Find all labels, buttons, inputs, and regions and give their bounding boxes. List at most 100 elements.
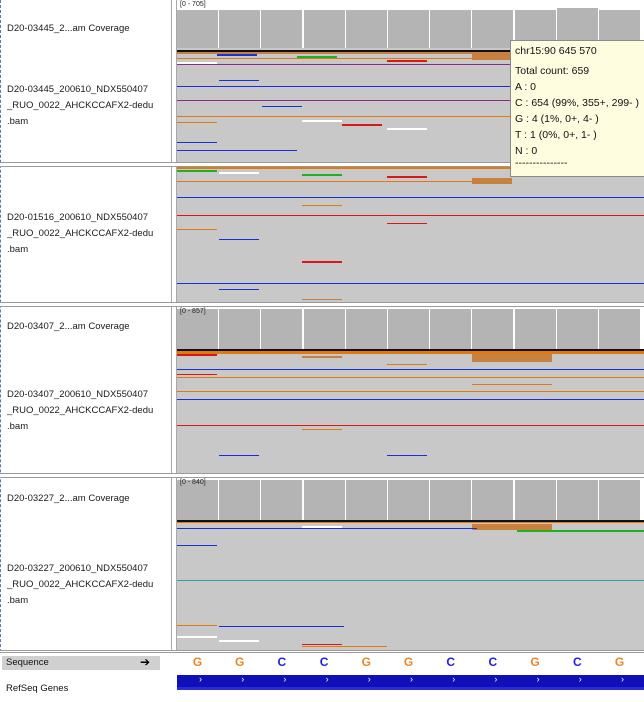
read-mismatch — [177, 50, 644, 52]
coverage-bar — [345, 480, 388, 520]
read-mismatch — [302, 120, 342, 122]
read-mismatch — [219, 172, 259, 174]
coverage-bar — [514, 480, 557, 520]
sequence-label-box[interactable] — [2, 656, 160, 670]
read-mismatch — [177, 283, 644, 284]
coverage-bar — [219, 309, 262, 349]
coverage-bar — [599, 480, 641, 520]
chevron-right-icon: › — [283, 674, 287, 684]
coverage-bar — [430, 309, 473, 349]
read-mismatch — [177, 215, 644, 216]
tooltip-divider: --------------- — [515, 157, 568, 169]
gene-feature-lower[interactable] — [177, 687, 644, 690]
tooltip-position: chr15:90 645 570 — [515, 45, 597, 57]
arrow-right-icon[interactable]: ➔ — [140, 655, 151, 669]
panel-separator[interactable] — [0, 650, 644, 653]
bam-track-label-line2: _RUO_0022_AHCKCCAFX2-dedu — [7, 228, 154, 239]
tooltip-g-count: G : 4 (1%, 0+, 4- ) — [515, 113, 599, 125]
read-mismatch — [177, 167, 644, 169]
coverage-range-label: [0 - 705] — [180, 1, 206, 8]
coverage-bar — [599, 309, 641, 349]
coverage-bar — [219, 10, 262, 48]
coverage-bar — [303, 10, 346, 48]
chevron-right-icon: › — [410, 674, 413, 684]
panel-separator[interactable] — [0, 162, 644, 167]
read-mismatch — [177, 545, 217, 546]
coverage-bar — [556, 480, 599, 520]
bam-track-label-line1[interactable]: D20-03445_200610_NDX550407 — [7, 84, 149, 95]
bam-track-label-line1[interactable]: D20-03407_200610_NDX550407 — [7, 389, 149, 400]
alignment-panel[interactable]: [0 - 857] — [177, 307, 644, 473]
sequence-base: C — [572, 655, 582, 669]
read-mismatch — [177, 142, 217, 143]
read-mismatch — [302, 429, 342, 430]
panel-separator[interactable] — [0, 473, 644, 478]
bam-track-label-line3: .bam — [7, 116, 29, 127]
coverage-bar — [388, 480, 430, 520]
read-mismatch — [302, 646, 387, 647]
alignment-panel[interactable]: [0 - 840] — [177, 478, 644, 650]
coverage-track[interactable]: [0 - 857] — [177, 307, 644, 349]
read-mismatch — [387, 60, 427, 62]
read-mismatch — [387, 455, 427, 456]
coverage-bar — [219, 480, 262, 520]
read-mismatch — [177, 351, 644, 354]
sequence-base: G — [614, 655, 625, 669]
sequence-base: C — [488, 655, 498, 669]
name-panel-divider[interactable] — [171, 0, 177, 702]
coverage-bar — [388, 309, 430, 349]
read-mismatch — [472, 54, 512, 60]
coverage-bar — [556, 309, 599, 349]
read-mismatch — [177, 399, 644, 400]
coverage-track[interactable]: [0 - 705] — [177, 0, 644, 48]
read-mismatch — [177, 369, 644, 370]
read-mismatch — [177, 349, 644, 351]
panel-separator[interactable] — [0, 302, 644, 307]
coverage-bar — [303, 309, 346, 349]
bam-track-label-line1[interactable]: D20-01516_200610_NDX550407 — [7, 212, 149, 223]
read-mismatch — [219, 455, 259, 456]
read-mismatch — [177, 170, 217, 172]
read-mismatch — [472, 354, 552, 362]
coverage-track-label[interactable]: D20-03407_2...am Coverage — [7, 321, 130, 332]
coverage-track[interactable]: [0 - 840] — [177, 478, 644, 520]
read-mismatch — [177, 528, 477, 529]
chevron-right-icon: › — [536, 674, 540, 684]
read-mismatch — [177, 377, 644, 378]
read-mismatch — [219, 239, 259, 240]
coverage-bar — [261, 309, 304, 349]
read-mismatch — [302, 299, 342, 300]
refseq-track: RefSeq Genes › › › › › › › › › › › — [0, 674, 644, 702]
read-mismatch — [342, 124, 382, 126]
read-mismatch — [177, 86, 644, 87]
coverage-range-label: [0 - 840] — [180, 479, 206, 486]
sequence-track-label[interactable]: Sequence — [6, 657, 49, 668]
coverage-bar — [261, 480, 304, 520]
read-mismatch — [302, 526, 342, 528]
coverage-bar — [430, 10, 473, 48]
chevron-right-icon: › — [199, 674, 202, 684]
alignment-panel[interactable]: [0 - 705] — [177, 0, 644, 162]
coverage-bar — [388, 10, 430, 48]
read-mismatch — [219, 626, 344, 627]
coverage-bar — [177, 309, 219, 349]
read-mismatch — [302, 205, 342, 206]
coverage-track-label[interactable]: D20-03227_2...am Coverage — [7, 493, 130, 504]
tooltip-n-count: N : 0 — [515, 145, 538, 157]
read-mismatch — [217, 54, 257, 56]
gene-feature[interactable]: › › › › › › › › › › › — [177, 674, 644, 687]
read-mismatch — [177, 520, 644, 522]
refseq-track-label[interactable]: RefSeq Genes — [6, 683, 69, 694]
read-mismatch — [177, 181, 477, 182]
coverage-bar — [177, 10, 219, 48]
coverage-bar — [303, 480, 346, 520]
bam-track-label-line2: _RUO_0022_AHCKCCAFX2-dedu — [7, 579, 154, 590]
coverage-track-label[interactable]: D20-03445_2...am Coverage — [7, 23, 130, 34]
chevron-right-icon: › — [452, 674, 456, 684]
read-mismatch — [219, 80, 259, 81]
bam-track-label-line1[interactable]: D20-03227_200610_NDX550407 — [7, 563, 149, 574]
alignment-panel[interactable] — [177, 167, 644, 302]
read-mismatch — [177, 425, 644, 426]
read-mismatch — [177, 391, 644, 392]
read-mismatch — [387, 128, 427, 130]
